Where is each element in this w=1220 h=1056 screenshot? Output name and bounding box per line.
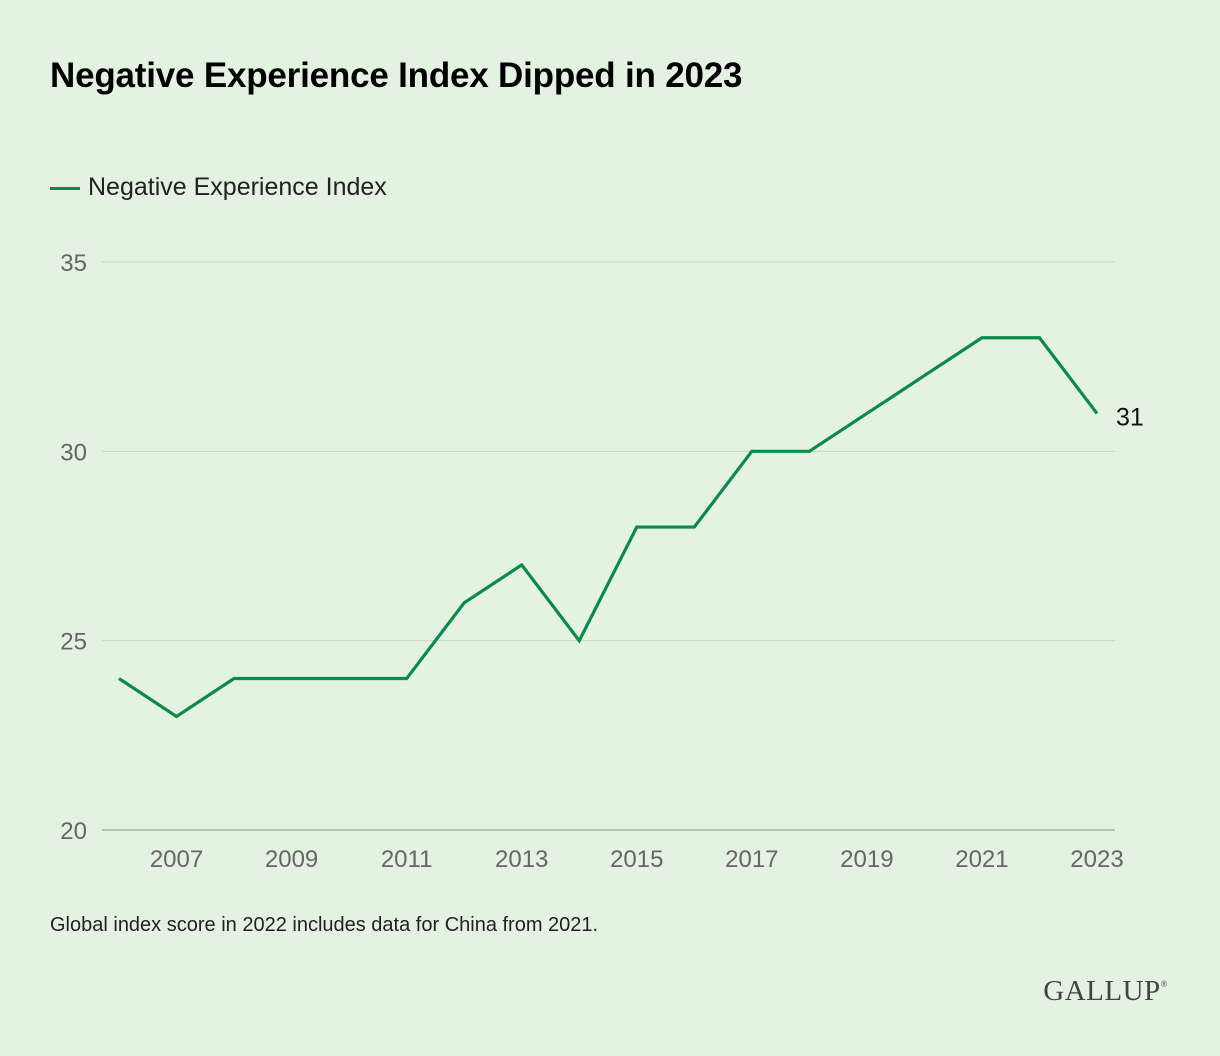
y-tick-label: 35 — [60, 250, 87, 277]
x-tick-label: 2011 — [381, 846, 433, 873]
x-tick-label: 2019 — [840, 846, 893, 873]
x-tick-label: 2021 — [955, 846, 1008, 873]
data-labels: 31 — [1116, 403, 1144, 431]
legend: Negative Experience Index — [50, 173, 387, 202]
x-tick-label: 2007 — [150, 846, 203, 873]
y-axis-ticks: 20 25 30 35 — [60, 250, 87, 845]
line-chart: 20 25 30 35 2007 2009 2011 2013 2015 2017 2019 202… — [60, 250, 1144, 873]
x-tick-label: 2009 — [265, 846, 318, 873]
y-tick-label: 20 — [60, 818, 87, 845]
legend-label: Negative Experience Index — [88, 173, 387, 201]
brand-name: GALLUP — [1043, 975, 1161, 1007]
x-axis-ticks: 2007 2009 2011 2013 2015 2017 2019 2021 2023 — [150, 846, 1124, 873]
gallup-logo: GALLUP® — [1043, 975, 1168, 1007]
x-tick-label: 2017 — [725, 846, 778, 873]
y-tick-label: 25 — [60, 629, 87, 656]
gridlines — [102, 261, 1115, 831]
footnote: Global index score in 2022 includes data… — [50, 914, 599, 936]
x-tick-label: 2023 — [1070, 846, 1123, 873]
chart-title: Negative Experience Index Dipped in 2023 — [50, 56, 743, 95]
legend-swatch — [50, 187, 80, 190]
x-tick-label: 2013 — [495, 846, 548, 873]
x-tick-label: 2015 — [610, 846, 663, 873]
end-value-label: 31 — [1116, 403, 1144, 431]
series-line — [118, 336, 1099, 719]
y-tick-label: 30 — [60, 439, 87, 466]
series-layer — [118, 336, 1099, 719]
